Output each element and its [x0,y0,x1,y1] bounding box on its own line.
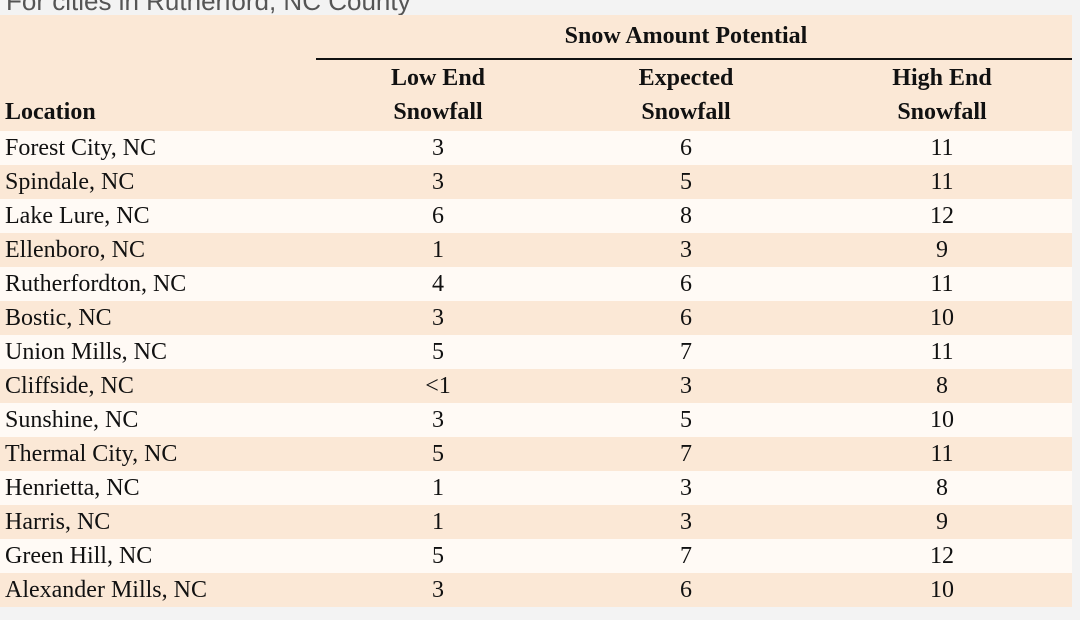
value-cell: 5 [432,339,444,365]
location-cell: Spindale, NC [5,169,135,195]
location-cell: Alexander Mills, NC [5,577,207,603]
group-header: Snow Amount Potential [564,23,808,49]
location-cell: Cliffside, NC [5,373,134,399]
table-row [0,335,1072,369]
value-cell: 12 [930,203,954,229]
table-row [0,471,1072,505]
table-row [0,403,1072,437]
value-cell: 3 [432,135,444,161]
value-cell: 9 [936,509,948,535]
table-row [0,131,1072,165]
value-cell: 9 [936,237,948,263]
subtitle: For cities in Rutherford, NC County [6,0,411,16]
location-cell: Bostic, NC [5,305,112,331]
location-cell: Harris, NC [5,509,111,535]
value-cell: 1 [432,237,444,263]
table-row [0,267,1072,301]
table: Snow Amount Potential Location Low End Sn… [0,15,1072,607]
value-cell: 11 [930,441,954,467]
location-cell: Sunshine, NC [5,407,139,433]
location-cell: Henrietta, NC [5,475,140,501]
value-cell: 6 [680,577,692,603]
location-cell: Lake Lure, NC [5,203,150,229]
table-row [0,301,1072,335]
value-cell: 11 [930,271,954,297]
location-cell: Rutherfordton, NC [5,271,187,297]
location-cell: Thermal City, NC [5,441,178,467]
header-rule [316,58,1072,60]
value-cell: 10 [930,305,954,331]
value-cell: 3 [432,577,444,603]
value-cell: 5 [432,441,444,467]
table-row [0,573,1072,607]
value-cell: 3 [680,509,692,535]
value-cell: 3 [680,237,692,263]
value-cell: 8 [680,203,692,229]
value-cell: 4 [432,271,444,297]
value-cell: 6 [432,203,444,229]
location-cell: Green Hill, NC [5,543,153,569]
table-row [0,233,1072,267]
value-cell: 3 [432,407,444,433]
value-cell: 5 [680,169,692,195]
value-cell: 10 [930,577,954,603]
value-cell: 3 [680,475,692,501]
column-header: High End Snowfall [892,65,992,125]
value-cell: 8 [936,475,948,501]
value-cell: 1 [432,509,444,535]
column-header: Expected Snowfall [638,65,734,125]
location-cell: Union Mills, NC [5,339,168,365]
value-cell: 3 [680,373,692,399]
table-row [0,165,1072,199]
location-cell: Forest City, NC [5,135,157,161]
location-cell: Ellenboro, NC [5,237,145,263]
table-row [0,199,1072,233]
value-cell: 3 [432,305,444,331]
column-header: Low End Snowfall [390,65,486,125]
value-cell: 6 [680,305,692,331]
value-cell: 6 [680,271,692,297]
value-cell: 7 [680,441,692,467]
value-cell: 11 [930,135,954,161]
value-cell: 11 [930,169,954,195]
value-cell: <1 [425,373,451,399]
value-cell: 1 [432,475,444,501]
value-cell: 3 [432,169,444,195]
table-row [0,437,1072,471]
column-header: Location [5,99,96,125]
table-row [0,369,1072,403]
value-cell: 7 [680,543,692,569]
table-row [0,505,1072,539]
table-row [0,539,1072,573]
value-cell: 10 [930,407,954,433]
value-cell: 5 [680,407,692,433]
value-cell: 12 [930,543,954,569]
value-cell: 11 [930,339,954,365]
value-cell: 7 [680,339,692,365]
value-cell: 8 [936,373,948,399]
value-cell: 6 [680,135,692,161]
value-cell: 5 [432,543,444,569]
